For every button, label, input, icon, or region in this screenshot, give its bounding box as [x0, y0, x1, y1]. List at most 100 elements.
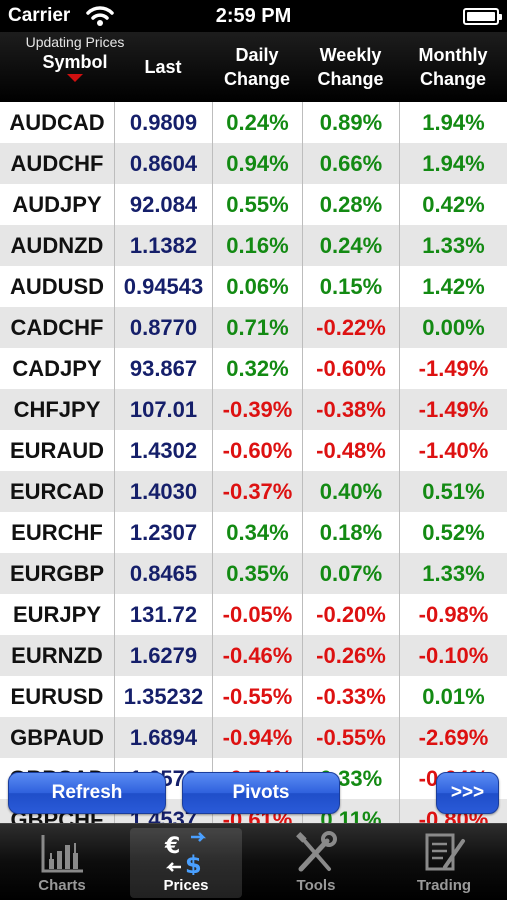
daily-change-cell: -0.39% [212, 389, 302, 430]
daily-change-cell: -0.55% [212, 676, 302, 717]
monthly-change-cell: -0.98% [399, 594, 507, 635]
last-price-cell: 1.6894 [114, 717, 212, 758]
status-bar: Carrier 2:59 PM [0, 0, 507, 32]
last-price-cell: 1.4302 [114, 430, 212, 471]
monthly-change-cell: 0.51% [399, 471, 507, 512]
daily-change-cell: 0.34% [212, 512, 302, 553]
header-weekly-label-1: Weekly [319, 45, 382, 65]
table-row[interactable]: AUDCHF 0.8604 0.94% 0.66% 1.94% [0, 143, 507, 184]
table-row[interactable]: CHFJPY 107.01 -0.39% -0.38% -1.49% [0, 389, 507, 430]
last-price-cell: 92.084 [114, 184, 212, 225]
table-row[interactable]: AUDJPY 92.084 0.55% 0.28% 0.42% [0, 184, 507, 225]
symbol-cell: AUDUSD [9, 274, 105, 299]
sort-desc-caret-icon [67, 74, 83, 82]
svg-text:€: € [164, 834, 180, 859]
symbol-cell: EURUSD [10, 684, 104, 709]
weekly-change-cell: -0.38% [302, 389, 399, 430]
symbol-cell: EURJPY [12, 602, 102, 627]
tab-prices-label: Prices [163, 877, 209, 894]
table-row[interactable]: AUDNZD 1.1382 0.16% 0.24% 1.33% [0, 225, 507, 266]
last-price-cell: 0.8604 [114, 143, 212, 184]
header-monthly-label-1: Monthly [418, 45, 488, 65]
header-symbol[interactable]: Updating Prices Symbol [0, 32, 150, 102]
daily-change-cell: -0.46% [212, 635, 302, 676]
header-last[interactable]: Last [114, 32, 212, 102]
pivots-button[interactable]: Pivots [182, 772, 340, 814]
currency-exchange-icon: € $ [164, 832, 207, 875]
monthly-change-cell: 1.94% [399, 102, 507, 143]
tab-charts-label: Charts [38, 877, 86, 894]
carrier-name: Carrier [8, 5, 71, 26]
last-price-cell: 1.6279 [114, 635, 212, 676]
last-price-cell: 131.72 [114, 594, 212, 635]
monthly-change-cell: -0.10% [399, 635, 507, 676]
last-price-cell: 1.4030 [114, 471, 212, 512]
daily-change-cell: 0.16% [212, 225, 302, 266]
tab-tools[interactable]: Tools [260, 828, 372, 898]
tab-charts[interactable]: Charts [6, 828, 118, 898]
table-row[interactable]: EURCAD 1.4030 -0.37% 0.40% 0.51% [0, 471, 507, 512]
weekly-change-cell: 0.40% [302, 471, 399, 512]
table-row[interactable]: EURAUD 1.4302 -0.60% -0.48% -1.40% [0, 430, 507, 471]
symbol-cell: AUDCHF [10, 151, 104, 176]
monthly-change-cell: 0.01% [399, 676, 507, 717]
status-time: 2:59 PM [215, 5, 292, 27]
monthly-change-cell: 1.33% [399, 225, 507, 266]
daily-change-cell: -0.60% [212, 430, 302, 471]
symbol-cell: AUDJPY [12, 192, 102, 217]
daily-change-cell: 0.24% [212, 102, 302, 143]
monthly-change-cell: 0.00% [399, 307, 507, 348]
table-row[interactable]: AUDUSD 0.94543 0.06% 0.15% 1.42% [0, 266, 507, 307]
table-row[interactable]: EURJPY 131.72 -0.05% -0.20% -0.98% [0, 594, 507, 635]
weekly-change-cell: 0.18% [302, 512, 399, 553]
weekly-change-cell: 0.28% [302, 184, 399, 225]
tab-trading[interactable]: Trading [388, 828, 500, 898]
header-daily-change[interactable]: Daily Change [212, 32, 302, 102]
monthly-change-cell: -1.49% [399, 389, 507, 430]
last-price-cell: 1.35232 [114, 676, 212, 717]
table-row[interactable]: EURGBP 0.8465 0.35% 0.07% 1.33% [0, 553, 507, 594]
weekly-change-cell: -0.48% [302, 430, 399, 471]
wrench-screwdriver-icon [296, 831, 337, 872]
last-price-cell: 0.9809 [114, 102, 212, 143]
table-row[interactable]: CADJPY 93.867 0.32% -0.60% -1.49% [0, 348, 507, 389]
weekly-change-cell: -0.60% [302, 348, 399, 389]
daily-change-cell: -0.37% [212, 471, 302, 512]
wifi-icon [86, 6, 114, 26]
symbol-cell: EURAUD [9, 438, 105, 463]
tab-prices[interactable]: € $ Prices [130, 828, 242, 898]
symbol-cell: CADJPY [12, 356, 102, 381]
weekly-change-cell: -0.55% [302, 717, 399, 758]
weekly-change-cell: 0.24% [302, 225, 399, 266]
more-button[interactable]: >>> [436, 772, 499, 814]
table-row[interactable]: EURNZD 1.6279 -0.46% -0.26% -0.10% [0, 635, 507, 676]
weekly-change-cell: -0.20% [302, 594, 399, 635]
header-monthly-change[interactable]: Monthly Change [399, 32, 507, 102]
monthly-change-cell: 0.52% [399, 512, 507, 553]
header-daily-label-1: Daily [235, 45, 279, 65]
header-last-label: Last [144, 57, 182, 77]
monthly-change-cell: -2.69% [399, 717, 507, 758]
last-price-cell: 0.94543 [114, 266, 212, 307]
daily-change-cell: 0.32% [212, 348, 302, 389]
tab-tools-label: Tools [296, 877, 336, 894]
last-price-cell: 1.1382 [114, 225, 212, 266]
symbol-cell: CHFJPY [13, 397, 101, 422]
header-daily-label-2: Change [223, 69, 290, 89]
header-symbol-label: Symbol [42, 52, 108, 72]
daily-change-cell: 0.55% [212, 184, 302, 225]
price-table[interactable]: AUDCAD 0.9809 0.24% 0.89% 1.94% AUDCHF 0.8604 0… [0, 102, 507, 823]
table-row[interactable]: EURUSD 1.35232 -0.55% -0.33% 0.01% [0, 676, 507, 717]
table-row[interactable]: CADCHF 0.8770 0.71% -0.22% 0.00% [0, 307, 507, 348]
refresh-button[interactable]: Refresh [8, 772, 166, 814]
header-weekly-label-2: Change [317, 69, 384, 89]
last-price-cell: 0.8770 [114, 307, 212, 348]
last-price-cell: 93.867 [114, 348, 212, 389]
daily-change-cell: -0.05% [212, 594, 302, 635]
table-row[interactable]: EURCHF 1.2307 0.34% 0.18% 0.52% [0, 512, 507, 553]
table-row[interactable]: GBPAUD 1.6894 -0.94% -0.55% -2.69% [0, 717, 507, 758]
weekly-change-cell: -0.33% [302, 676, 399, 717]
header-weekly-change[interactable]: Weekly Change [302, 32, 399, 102]
table-row[interactable]: AUDCAD 0.9809 0.24% 0.89% 1.94% [0, 102, 507, 143]
monthly-change-cell: 1.33% [399, 553, 507, 594]
